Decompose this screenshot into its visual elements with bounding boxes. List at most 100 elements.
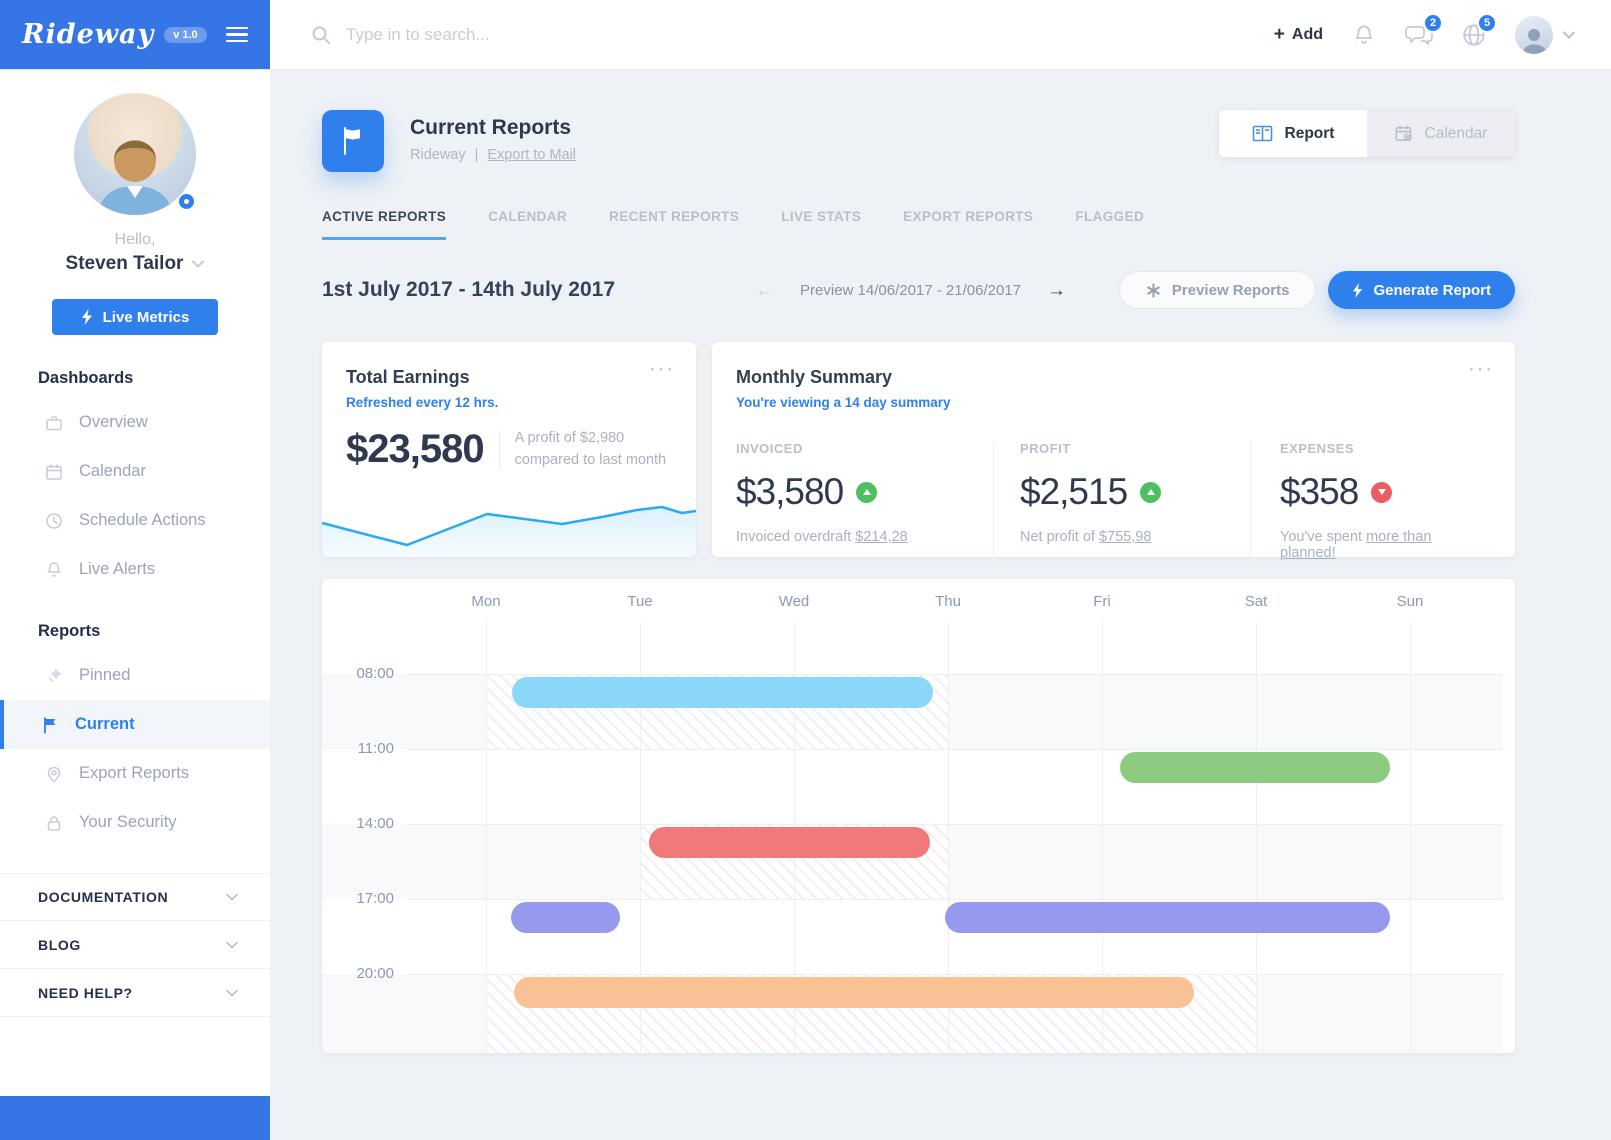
more-options-icon[interactable]: ···	[1469, 360, 1495, 379]
toggle-report-label: Report	[1284, 124, 1335, 142]
tab-calendar[interactable]: CALENDAR	[488, 209, 568, 224]
topbar-actions: + Add 2	[1274, 0, 1611, 69]
metric-note-text: Net profit of	[1020, 529, 1099, 545]
messages-count-badge: 2	[1423, 12, 1443, 33]
profile-name-menu[interactable]: Steven Tailor	[0, 253, 270, 275]
date-range-title: 1st July 2017 - 14th July 2017	[322, 278, 616, 301]
preview-reports-label: Preview Reports	[1171, 281, 1290, 299]
sidebar-item-live-alerts[interactable]: Live Alerts	[0, 545, 270, 594]
sidebar-item-label: Calendar	[79, 462, 146, 480]
event-purple-long[interactable]	[944, 902, 1390, 933]
online-status-ring	[179, 194, 194, 209]
page-subtitle: Rideway | Export to Mail	[410, 147, 576, 163]
trend-up-icon	[856, 481, 878, 503]
preview-range-text: Preview 14/06/2017 - 21/06/2017	[800, 281, 1022, 299]
weekly-schedule-chart: Mon Tue Wed Thu Fri Sat Sun 08:00 11:00 14:00 17:0…	[322, 579, 1515, 1053]
toggle-report-button[interactable]: Report	[1219, 110, 1367, 157]
chevron-down-icon	[1563, 31, 1575, 39]
sidebar-item-overview[interactable]: Overview	[0, 398, 270, 447]
metric-value: $3,580	[736, 471, 844, 512]
user-menu[interactable]	[1515, 15, 1575, 54]
search-input[interactable]	[346, 24, 1046, 45]
bolt-icon	[81, 309, 93, 325]
metric-note: Net profit of $755,98	[1020, 529, 1230, 545]
tab-flagged[interactable]: FLAGGED	[1075, 209, 1145, 224]
notifications-bell-button[interactable]	[1351, 22, 1377, 48]
global-activity-button[interactable]: 5	[1461, 12, 1497, 48]
sidebar-item-schedule-actions[interactable]: Schedule Actions	[0, 496, 270, 545]
sidebar-item-need-help[interactable]: NEED HELP?	[0, 969, 270, 1017]
trend-down-icon	[1371, 481, 1393, 503]
lock-icon	[44, 813, 64, 833]
sidebar-item-your-security[interactable]: Your Security	[0, 798, 270, 847]
tab-recent-reports[interactable]: RECENT REPORTS	[609, 209, 740, 224]
brand-name-text: Rideway	[410, 147, 466, 163]
monthly-summary-card: ··· Monthly Summary You're viewing a 14 …	[712, 342, 1515, 561]
live-metrics-button[interactable]: Live Metrics	[52, 299, 218, 335]
profile-avatar[interactable]	[74, 93, 196, 215]
total-earnings-card: ··· Total Earnings Refreshed every 12 hr…	[322, 342, 696, 557]
calendar-check-icon	[1394, 124, 1413, 143]
next-week-arrow[interactable]: →	[1047, 279, 1067, 301]
event-purple-short[interactable]	[510, 902, 620, 933]
add-button[interactable]: + Add	[1274, 25, 1323, 44]
sidebar-item-current[interactable]: Current	[0, 700, 270, 749]
gantt-time-label: 17:00	[356, 890, 394, 907]
generate-report-button[interactable]: Generate Report	[1328, 271, 1515, 309]
globe-icon	[1461, 22, 1487, 48]
chevron-down-icon	[192, 260, 205, 268]
topbar: Rideway v 1.0 + Add	[0, 0, 1611, 69]
gantt-time-label: 08:00	[356, 665, 394, 682]
metric-note-link[interactable]: $214,28	[855, 529, 908, 545]
sidebar-item-documentation[interactable]: DOCUMENTATION	[0, 873, 270, 921]
previous-week-arrow[interactable]: ←	[755, 279, 775, 301]
tab-export-reports[interactable]: EXPORT REPORTS	[903, 209, 1034, 224]
generate-report-label: Generate Report	[1373, 281, 1491, 299]
hamburger-menu-icon[interactable]	[226, 23, 250, 47]
gantt-day-label: Sun	[1396, 593, 1424, 610]
preview-reports-button[interactable]: Preview Reports	[1118, 271, 1317, 309]
section-title-reports: Reports	[38, 622, 101, 640]
messages-button[interactable]: 2	[1405, 12, 1443, 48]
brand-area: Rideway v 1.0	[0, 0, 270, 69]
metric-note-text: Invoiced overdraft	[736, 529, 856, 545]
export-to-mail-link[interactable]: Export to Mail	[487, 147, 577, 163]
version-badge: v 1.0	[164, 26, 207, 43]
summary-card-title: Monthly Summary	[736, 367, 893, 387]
more-options-icon[interactable]: ···	[650, 360, 676, 379]
bolt-icon	[1352, 282, 1363, 298]
main-content: Current Reports Rideway | Export to Mail…	[270, 69, 1611, 1140]
gantt-gridline-horizontal	[408, 749, 1503, 750]
event-sky[interactable]	[512, 677, 933, 708]
summary-cards-row: ··· Total Earnings Refreshed every 12 hr…	[322, 342, 1515, 561]
gantt-gridline-horizontal	[408, 824, 1503, 825]
event-orange[interactable]	[513, 977, 1195, 1008]
metric-note-link[interactable]: more than planned!	[1280, 529, 1432, 561]
total-earnings-value: $23,580	[346, 427, 485, 471]
tab-active-reports[interactable]: ACTIVE REPORTS	[322, 209, 447, 240]
asterisk-icon	[1146, 282, 1161, 298]
subtitle-divider: |	[474, 147, 479, 163]
event-red[interactable]	[649, 827, 930, 858]
summary-card-subtitle: You're viewing a 14 day summary	[736, 395, 951, 410]
metric-note: Invoiced overdraft $214,28	[736, 529, 973, 545]
toggle-calendar-button[interactable]: Calendar	[1367, 110, 1515, 157]
tab-live-stats[interactable]: LIVE STATS	[781, 209, 862, 224]
metric-value: $2,515	[1020, 471, 1128, 512]
search-bar	[270, 0, 1274, 69]
gantt-gridline-vertical	[948, 622, 949, 1053]
chevron-down-icon	[226, 893, 238, 901]
greeting-text: Hello,	[114, 231, 156, 248]
bell-icon	[1351, 22, 1377, 48]
sidebar-footer-links: DOCUMENTATION BLOG NEED HELP?	[0, 873, 270, 1017]
metric-note-link[interactable]: $755,98	[1098, 529, 1152, 545]
sidebar-item-export-reports[interactable]: Export Reports	[0, 749, 270, 798]
gantt-day-label: Sat	[1244, 593, 1268, 610]
sidebar-item-calendar[interactable]: Calendar	[0, 447, 270, 496]
app-logo[interactable]: Rideway	[22, 19, 155, 50]
sidebar-item-pinned[interactable]: Pinned	[0, 651, 270, 700]
event-green[interactable]	[1120, 752, 1390, 783]
live-metrics-label: Live Metrics	[102, 308, 190, 326]
gantt-gridline-horizontal	[408, 899, 1503, 900]
sidebar-item-blog[interactable]: BLOG	[0, 921, 270, 969]
